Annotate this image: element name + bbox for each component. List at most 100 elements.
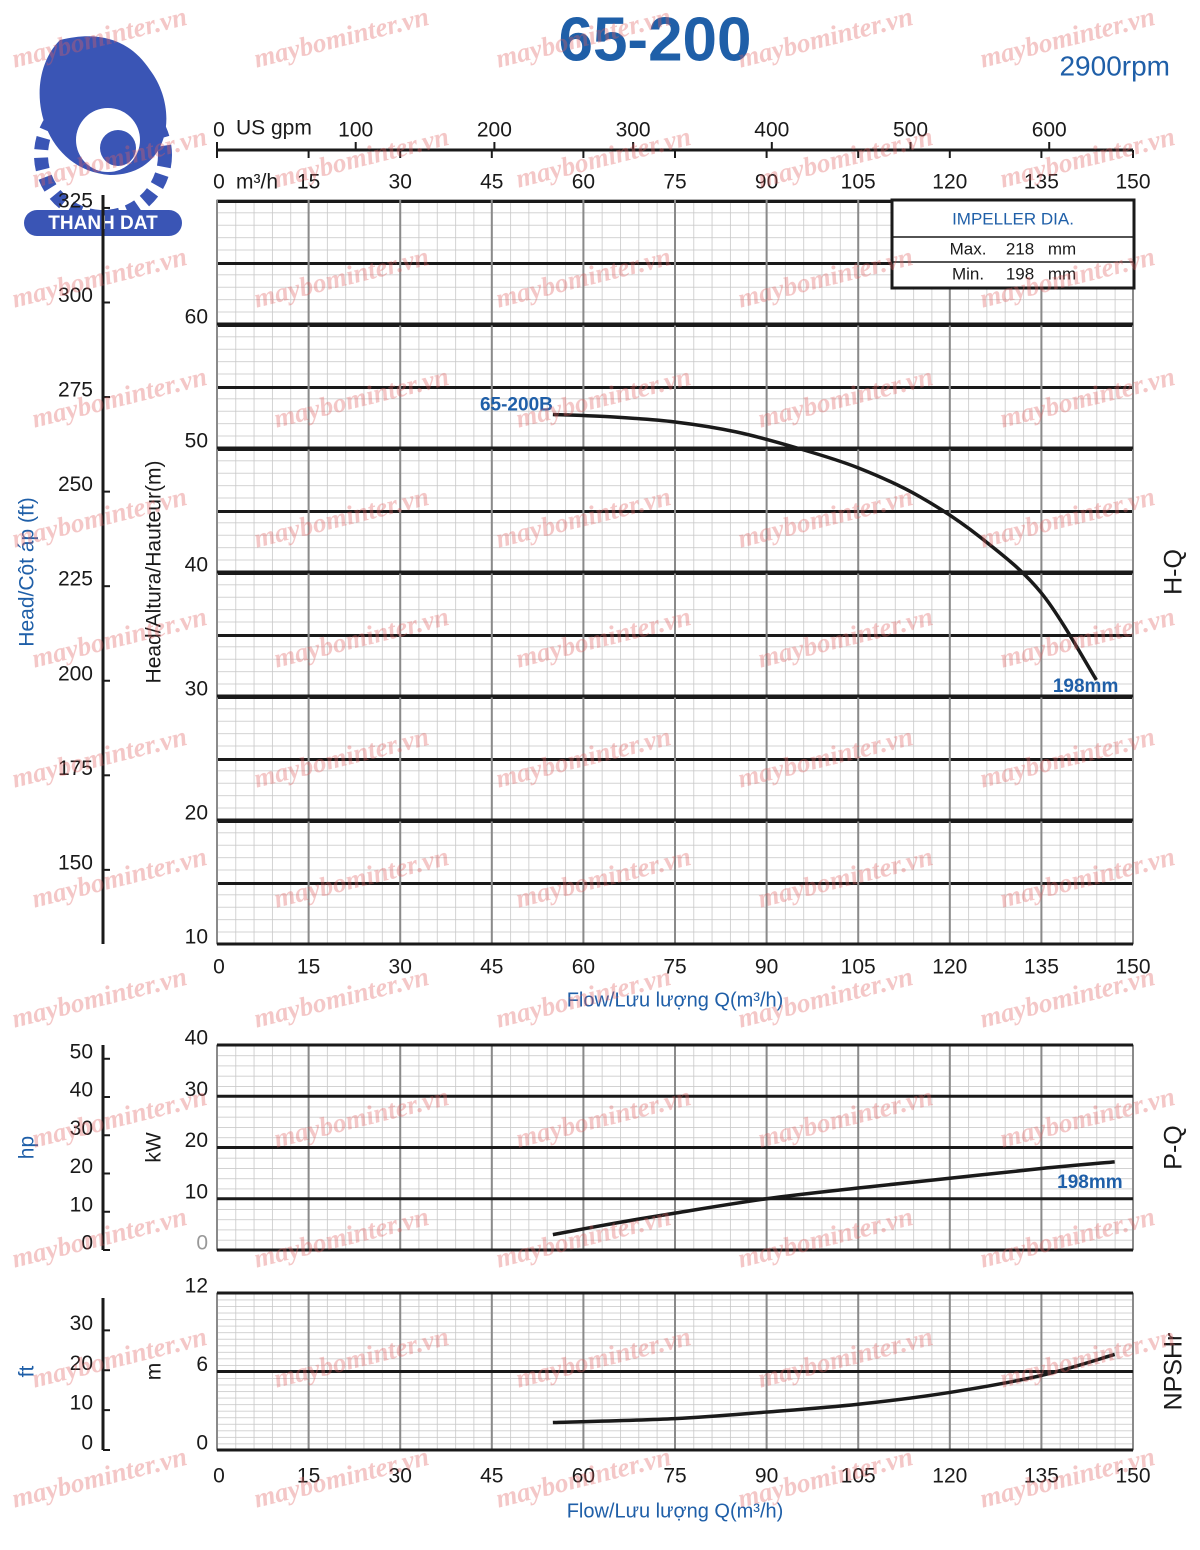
y2-tick-label: 50	[70, 1040, 93, 1063]
y2-tick-label: 150	[58, 851, 93, 874]
y2-tick-label: 20	[70, 1352, 93, 1375]
x-tick-label: 120	[932, 956, 967, 979]
curve	[552, 1160, 1115, 1237]
x-tick-label: 60	[572, 956, 595, 979]
x-tick-label: 45	[480, 956, 503, 979]
y2-tick-label: 200	[58, 662, 93, 685]
top-x-tick-label: 150	[1115, 171, 1150, 194]
watermark: maybominter.vn	[997, 121, 1178, 193]
top-x-tick-label: 60	[572, 171, 595, 194]
gpm-unit: US gpm	[236, 117, 312, 140]
top-x-tick-label: 0	[213, 171, 225, 194]
watermark: maybominter.vn	[29, 841, 210, 913]
x-tick-label: 90	[755, 1465, 778, 1488]
y-tick-label: 50	[185, 430, 208, 453]
curve	[552, 1352, 1116, 1425]
x-tick-label: 105	[841, 956, 876, 979]
top-x-unit: m³/h	[236, 171, 278, 194]
watermark: maybominter.vn	[29, 601, 210, 673]
y2-tick-label: 325	[58, 189, 93, 212]
watermark: maybominter.vn	[9, 721, 190, 793]
table-cell: mm	[1048, 239, 1076, 258]
curve-annotation: 65-200B	[480, 395, 553, 416]
y-tick-label: 6	[196, 1353, 208, 1376]
side-label: H-Q	[1160, 549, 1188, 595]
x-tick-label: 45	[480, 1465, 503, 1488]
top-x-tick-label: 120	[932, 171, 967, 194]
y2-axis-label: Head/Cột áp (ft)	[16, 497, 39, 646]
y-tick-label: 20	[185, 1129, 208, 1152]
x-tick-label: 0	[213, 1465, 225, 1488]
y2-tick-label: 0	[81, 1232, 93, 1255]
watermark: maybominter.vn	[9, 961, 190, 1033]
watermark: maybominter.vn	[9, 1201, 190, 1273]
table-cell: mm	[1048, 264, 1076, 283]
x-tick-label: 75	[663, 1465, 686, 1488]
x-tick-label: 60	[572, 1465, 595, 1488]
y2-tick-label: 0	[81, 1432, 93, 1455]
y2-tick-label: 10	[70, 1392, 93, 1415]
y2-tick-label: 250	[58, 473, 93, 496]
watermark: maybominter.vn	[9, 241, 190, 313]
top-x-tick-label: 75	[663, 171, 686, 194]
y-axis-label: m	[143, 1363, 166, 1381]
y-tick-label: 0	[196, 1432, 208, 1455]
x-tick-label: 30	[389, 1465, 412, 1488]
y-tick-label: 30	[185, 678, 208, 701]
x-tick-label: 15	[297, 956, 320, 979]
watermark: maybominter.vn	[29, 361, 210, 433]
x-tick-label: 0	[213, 956, 225, 979]
y-axis-label: kW	[143, 1132, 166, 1163]
y2-tick-label: 30	[70, 1117, 93, 1140]
gpm-tick-label: 200	[477, 119, 512, 142]
table-cell: Min.	[952, 264, 984, 283]
y2-tick-label: 30	[70, 1312, 93, 1335]
y2-axis-label: ft	[16, 1366, 39, 1378]
y2-tick-label: 40	[70, 1079, 93, 1102]
table-cell: Max.	[950, 239, 987, 258]
y-axis-label: Head/Altura/Hauteur(m)	[143, 461, 166, 684]
y2-axis-label: hp	[16, 1136, 39, 1159]
gpm-tick-label: 400	[754, 119, 789, 142]
x-tick-label: 105	[841, 1465, 876, 1488]
y-tick-label: 0	[196, 1232, 208, 1255]
watermark: maybominter.vn	[29, 1321, 210, 1393]
x-tick-label: 90	[755, 956, 778, 979]
x-tick-label: 135	[1024, 956, 1059, 979]
gpm-tick-label: 0	[213, 119, 225, 142]
watermark: maybominter.vn	[29, 1081, 210, 1153]
logo: THANH DAT	[24, 36, 182, 236]
table-cell: 198	[1006, 264, 1034, 283]
x-tick-label: 150	[1115, 956, 1150, 979]
curve-label: 198mm	[1053, 676, 1119, 697]
watermark: maybominter.vn	[735, 1441, 916, 1513]
watermark: maybominter.vn	[977, 961, 1158, 1033]
y2-tick-label: 10	[70, 1193, 93, 1216]
y-tick-label: 10	[185, 1180, 208, 1203]
x-tick-label: 15	[297, 1465, 320, 1488]
y-tick-label: 60	[185, 306, 208, 329]
table-cell: 218	[1006, 239, 1034, 258]
top-x-tick-label: 30	[389, 171, 412, 194]
impeller-title: IMPELLER DIA.	[952, 209, 1074, 228]
top-x-tick-label: 90	[755, 171, 778, 194]
speed: 2900rpm	[1059, 50, 1170, 81]
top-x-tick-label: 15	[297, 171, 320, 194]
top-x-tick-label: 135	[1024, 171, 1059, 194]
title: 65-200	[558, 5, 751, 74]
gpm-tick-label: 100	[338, 119, 373, 142]
y2-tick-label: 300	[58, 284, 93, 307]
x-tick-label: 135	[1024, 1465, 1059, 1488]
side-label: NPSHr	[1160, 1333, 1188, 1411]
y-tick-label: 40	[185, 1027, 208, 1050]
gpm-tick-label: 600	[1032, 119, 1067, 142]
watermark: maybominter.vn	[251, 1, 432, 73]
x-axis-label: Flow/Lưu lượng Q(m³/h)	[567, 1500, 784, 1522]
watermark: maybominter.vn	[9, 1441, 190, 1513]
top-x-tick-label: 105	[841, 171, 876, 194]
y2-tick-label: 275	[58, 379, 93, 402]
x-tick-label: 75	[663, 956, 686, 979]
x-tick-label: 120	[932, 1465, 967, 1488]
gpm-tick-label: 500	[893, 119, 928, 142]
